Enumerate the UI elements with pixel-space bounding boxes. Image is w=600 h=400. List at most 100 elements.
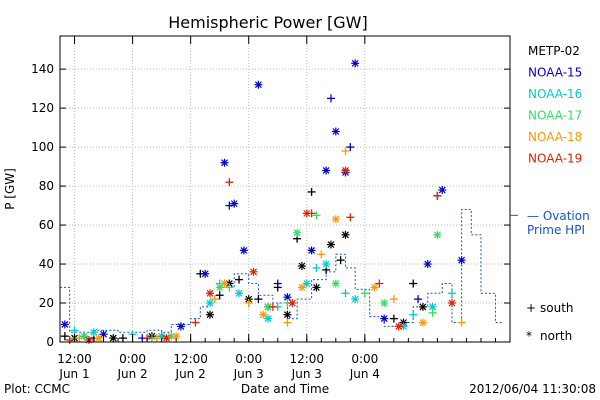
north-point-marker xyxy=(341,230,350,239)
south-point-marker xyxy=(346,213,355,222)
south-point-marker xyxy=(409,279,418,288)
south-point-marker xyxy=(118,334,127,343)
legend-entry-noaa-18: NOAA-18 xyxy=(528,130,582,144)
north-point-marker xyxy=(302,209,311,218)
y-tick-label: 140 xyxy=(31,62,54,76)
north-point-marker xyxy=(380,314,389,323)
south-point-marker xyxy=(326,94,335,103)
x-tick-label-date: Jun 2 xyxy=(175,367,206,381)
x-axis-label: Date and Time xyxy=(241,382,329,396)
south-point-marker xyxy=(457,318,466,327)
north-point-marker xyxy=(283,293,292,302)
north-point-marker xyxy=(89,328,98,337)
south-point-marker xyxy=(268,302,277,311)
north-point-marker xyxy=(254,80,263,89)
south-point-marker xyxy=(225,283,234,292)
ovation-hpi-line xyxy=(60,208,504,333)
south-point-marker xyxy=(283,318,292,327)
x-tick-label-time: 12:00 xyxy=(173,352,208,366)
south-point-marker xyxy=(312,263,321,272)
south-point-marker xyxy=(346,143,355,152)
north-point-marker xyxy=(220,158,229,167)
x-tick-label-time: 0:00 xyxy=(235,352,262,366)
y-tick-label: 40 xyxy=(39,257,54,271)
north-point-marker xyxy=(418,302,427,311)
legend-entry-metp-02: METP-02 xyxy=(528,44,580,58)
north-point-marker xyxy=(331,279,340,288)
legend-entry-noaa-15: NOAA-15 xyxy=(528,66,582,80)
south-point-marker xyxy=(312,211,321,220)
south-point-marker xyxy=(210,295,219,304)
north-point-marker xyxy=(428,302,437,311)
south-point-marker xyxy=(360,289,369,298)
north-point-marker xyxy=(235,289,244,298)
south-point-marker xyxy=(341,146,350,155)
north-point-marker xyxy=(162,334,171,343)
y-tick-label: 100 xyxy=(31,140,54,154)
south-point-marker xyxy=(75,334,84,343)
y-tick-label: 120 xyxy=(31,101,54,115)
north-point-marker xyxy=(201,269,210,278)
legend-entry-noaa-17: NOAA-17 xyxy=(528,109,582,123)
north-point-marker xyxy=(293,228,302,237)
north-point-marker xyxy=(326,240,335,249)
north-point-marker xyxy=(447,299,456,308)
x-tick-label-date: Jun 3 xyxy=(233,367,264,381)
x-tick-label-date: Jun 2 xyxy=(116,367,147,381)
north-point-marker xyxy=(331,127,340,136)
north-point-marker xyxy=(351,295,360,304)
south-point-marker xyxy=(307,187,316,196)
y-tick-label: 80 xyxy=(39,179,54,193)
south-point-marker xyxy=(389,295,398,304)
north-point-marker xyxy=(297,283,306,292)
south-point-marker xyxy=(336,256,345,265)
x-tick-label-date: Jun 4 xyxy=(349,367,380,381)
north-point-marker xyxy=(264,314,273,323)
x-tick-label-date: Jun 1 xyxy=(58,367,89,381)
south-point-marker xyxy=(235,275,244,284)
south-point-marker xyxy=(433,191,442,200)
north-point-marker xyxy=(423,260,432,269)
x-tick-label-date: Jun 3 xyxy=(291,367,322,381)
south-point-marker xyxy=(244,299,253,308)
north-point-marker xyxy=(331,215,340,224)
south-point-marker xyxy=(70,326,79,335)
plot-frame xyxy=(59,35,511,343)
south-point-marker xyxy=(389,314,398,323)
legend-entry-noaa-19: NOAA-19 xyxy=(528,152,582,166)
legend: METP-02 NOAA-15 NOAA-16 NOAA-17 NOAA-18 NOAA-… xyxy=(510,44,590,343)
y-axis-label: P [GW] xyxy=(3,168,17,210)
south-point-marker xyxy=(409,310,418,319)
north-point-marker xyxy=(297,261,306,270)
north-point-marker xyxy=(283,310,292,319)
marker-legend-label: south xyxy=(540,301,574,315)
legend-entry-ovation: Prime HPI xyxy=(527,223,585,237)
legend-entry-noaa-16: NOAA-16 xyxy=(528,87,582,101)
north-point-marker xyxy=(312,283,321,292)
south-point-marker xyxy=(215,291,224,300)
north-point-marker xyxy=(259,310,268,319)
data-points xyxy=(60,59,466,345)
north-point-marker xyxy=(457,256,466,265)
south-point-marker xyxy=(317,250,326,259)
north-point-marker xyxy=(322,260,331,269)
south-point-marker xyxy=(428,308,437,317)
north-point-marker xyxy=(418,318,427,327)
north-point-marker xyxy=(438,185,447,194)
footer-timestamp: 2012/06/04 11:30:08 xyxy=(469,382,596,396)
south-point-marker xyxy=(225,178,234,187)
north-point-marker xyxy=(94,334,103,343)
south-point-marker xyxy=(341,289,350,298)
north-point-marker xyxy=(206,310,214,319)
north-point-marker xyxy=(215,283,224,292)
ovation-series xyxy=(60,208,504,333)
north-point-marker xyxy=(370,283,379,292)
x-tick-label-time: 12:00 xyxy=(57,352,92,366)
south-point-marker xyxy=(152,334,161,343)
north-point-marker xyxy=(249,267,258,276)
north-point-marker xyxy=(206,289,214,298)
legend-entry-ovation: — Ovation xyxy=(527,209,590,223)
north-point-marker xyxy=(302,279,311,288)
